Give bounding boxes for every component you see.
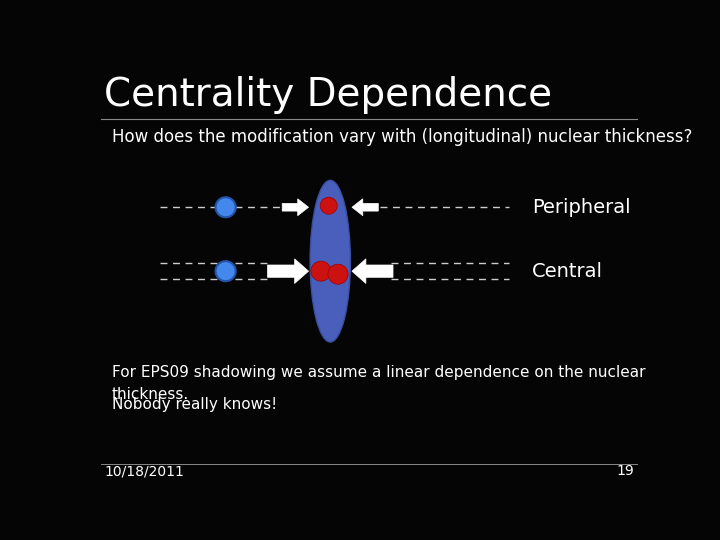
Circle shape [311,261,331,281]
Polygon shape [282,199,309,215]
Text: For EPS09 shadowing we assume a linear dependence on the nuclear
thickness.: For EPS09 shadowing we assume a linear d… [112,365,645,402]
Circle shape [215,197,235,217]
Text: Central: Central [532,262,603,281]
Text: Peripheral: Peripheral [532,198,631,217]
Polygon shape [352,199,378,215]
Ellipse shape [310,180,351,342]
Circle shape [215,261,235,281]
Text: Nobody really knows!: Nobody really knows! [112,397,276,413]
Text: Centrality Dependence: Centrality Dependence [104,76,552,114]
Text: 19: 19 [616,464,634,478]
Polygon shape [352,259,393,284]
Text: How does the modification vary with (longitudinal) nuclear thickness?: How does the modification vary with (lon… [112,128,692,146]
Circle shape [320,197,337,214]
Text: 10/18/2011: 10/18/2011 [104,464,184,478]
Circle shape [328,264,348,284]
Polygon shape [267,259,309,284]
